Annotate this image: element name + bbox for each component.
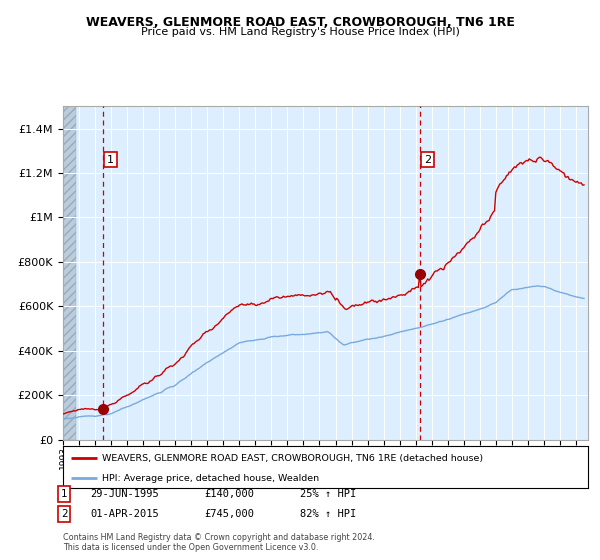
Text: 2: 2 (424, 155, 431, 165)
Bar (63, 106, 76, 440)
Text: 01-APR-2015: 01-APR-2015 (90, 509, 159, 519)
Text: WEAVERS, GLENMORE ROAD EAST, CROWBOROUGH, TN6 1RE (detached house): WEAVERS, GLENMORE ROAD EAST, CROWBOROUGH… (103, 454, 484, 464)
Text: 1: 1 (61, 489, 68, 499)
Text: This data is licensed under the Open Government Licence v3.0.: This data is licensed under the Open Gov… (63, 543, 319, 552)
Text: 1: 1 (107, 155, 114, 165)
Text: 29-JUN-1995: 29-JUN-1995 (90, 489, 159, 499)
Text: 2: 2 (61, 509, 68, 519)
Text: WEAVERS, GLENMORE ROAD EAST, CROWBOROUGH, TN6 1RE: WEAVERS, GLENMORE ROAD EAST, CROWBOROUGH… (86, 16, 514, 29)
Text: 82% ↑ HPI: 82% ↑ HPI (300, 509, 356, 519)
Text: £745,000: £745,000 (204, 509, 254, 519)
Text: Contains HM Land Registry data © Crown copyright and database right 2024.: Contains HM Land Registry data © Crown c… (63, 533, 375, 542)
Text: £140,000: £140,000 (204, 489, 254, 499)
Text: Price paid vs. HM Land Registry's House Price Index (HPI): Price paid vs. HM Land Registry's House … (140, 27, 460, 37)
Text: HPI: Average price, detached house, Wealden: HPI: Average price, detached house, Weal… (103, 474, 320, 483)
Text: 25% ↑ HPI: 25% ↑ HPI (300, 489, 356, 499)
